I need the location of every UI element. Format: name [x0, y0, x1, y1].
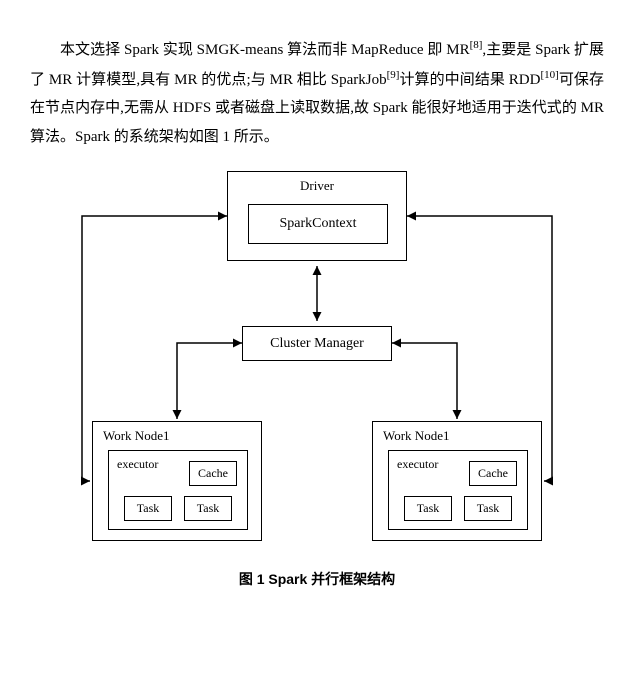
task-right-box-1: Task	[404, 496, 452, 521]
cache-left-box: Cache	[189, 461, 237, 486]
citation-8: [8]	[470, 39, 483, 51]
task-right-label-2: Task	[477, 501, 500, 516]
cluster-manager-label: Cluster Manager	[270, 336, 364, 352]
worker-right-title: Work Node1	[383, 428, 449, 444]
cache-left-label: Cache	[198, 466, 228, 481]
spark-architecture-diagram: Driver SparkContext Cluster Manager Work…	[72, 171, 562, 551]
cache-right-label: Cache	[478, 466, 508, 481]
task-right-label-1: Task	[417, 501, 440, 516]
sparkcontext-box: SparkContext	[248, 204, 388, 244]
executor-left-box: executor Cache Task Task	[108, 450, 248, 530]
figure-caption: 图 1 Spark 并行框架结构	[30, 569, 604, 589]
cache-right-box: Cache	[469, 461, 517, 486]
task-left-label-1: Task	[137, 501, 160, 516]
body-paragraph: 本文选择 Spark 实现 SMGK-means 算法而非 MapReduce …	[30, 35, 604, 151]
para-text-3: 计算的中间结果 RDD	[399, 72, 540, 88]
task-left-box-2: Task	[184, 496, 232, 521]
cluster-manager-box: Cluster Manager	[242, 326, 392, 361]
task-left-box-1: Task	[124, 496, 172, 521]
driver-label: Driver	[228, 178, 406, 194]
sparkcontext-label: SparkContext	[280, 216, 357, 232]
task-left-label-2: Task	[197, 501, 220, 516]
citation-9: [9]	[387, 69, 400, 81]
worker-node-left: Work Node1 executor Cache Task Task	[92, 421, 262, 541]
executor-left-label: executor	[117, 457, 158, 472]
worker-left-title: Work Node1	[103, 428, 169, 444]
driver-box: Driver SparkContext	[227, 171, 407, 261]
executor-right-box: executor Cache Task Task	[388, 450, 528, 530]
task-right-box-2: Task	[464, 496, 512, 521]
citation-10: [10]	[540, 69, 558, 81]
worker-node-right: Work Node1 executor Cache Task Task	[372, 421, 542, 541]
para-text-1: 本文选择 Spark 实现 SMGK-means 算法而非 MapReduce …	[60, 42, 470, 58]
executor-right-label: executor	[397, 457, 438, 472]
